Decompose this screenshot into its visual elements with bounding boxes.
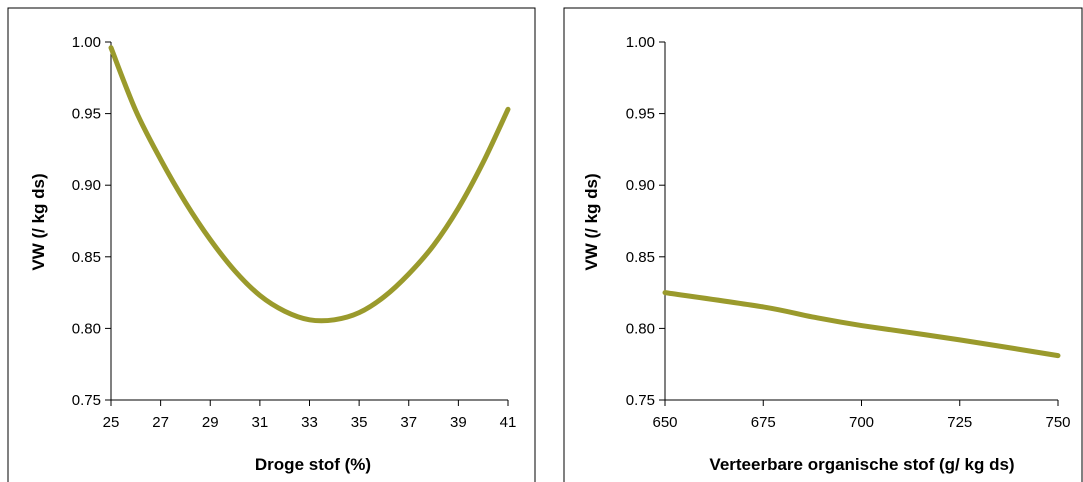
chart-1-x-tick-label: 31 bbox=[252, 414, 269, 431]
chart-1-y-tick-label: 0.95 bbox=[72, 106, 101, 123]
chart-1-plot-area: 0.75 0.80 0.85 0.90 0.95 1.00 25 27 29 31 33 35 37 39… bbox=[72, 34, 517, 431]
chart-1-y-tick-label: 0.90 bbox=[72, 177, 101, 194]
chart-1-y-axis-title: VW (/ kg ds) bbox=[29, 173, 48, 270]
chart-1-x-tick-label: 29 bbox=[202, 414, 219, 431]
chart-2-x-axis-title: Verteerbare organische stof (g/ kg ds) bbox=[709, 455, 1014, 474]
chart-1-x-tick-label: 41 bbox=[500, 414, 517, 431]
chart-1-y-tick-label: 1.00 bbox=[72, 34, 101, 51]
chart-2-frame bbox=[563, 7, 1083, 482]
chart-2-y-tick-label: 0.95 bbox=[626, 106, 655, 123]
chart-1-x-tick-label: 27 bbox=[152, 414, 169, 431]
chart-2-y-axis-title: VW (/ kg ds) bbox=[582, 173, 601, 270]
chart-1-x-tick-label: 25 bbox=[103, 414, 120, 431]
chart-1: 0.75 0.80 0.85 0.90 0.95 1.00 25 27 29 31 33 35 37 39… bbox=[7, 7, 536, 482]
chart-1-x-tick-label: 37 bbox=[400, 414, 417, 431]
chart-1-x-tick-label: 39 bbox=[450, 414, 467, 431]
chart-1-y-tick-label: 0.85 bbox=[72, 249, 101, 266]
chart-1-y-tick-label: 0.75 bbox=[72, 392, 101, 409]
chart-2-y-tick-label: 0.85 bbox=[626, 249, 655, 266]
chart-1-x-tick-label: 35 bbox=[351, 414, 368, 431]
chart-1-frame bbox=[7, 7, 536, 482]
chart-2-x-tick-label: 675 bbox=[751, 414, 776, 431]
chart-2-y-tick-label: 1.00 bbox=[626, 34, 655, 51]
chart-2-x-tick-label: 725 bbox=[947, 414, 972, 431]
chart-2-y-tick-label: 0.75 bbox=[626, 392, 655, 409]
chart-2-y-tick-label: 0.90 bbox=[626, 177, 655, 194]
chart-2-y-tick-label: 0.80 bbox=[626, 320, 655, 337]
chart-2-x-tick-label: 750 bbox=[1045, 414, 1070, 431]
chart-2-x-tick-label: 700 bbox=[849, 414, 874, 431]
chart-2-series-line bbox=[662, 290, 1061, 359]
chart-2-x-tick-label: 650 bbox=[652, 414, 677, 431]
chart-1-x-axis-title: Droge stof (%) bbox=[255, 455, 371, 474]
chart-1-y-tick-label: 0.80 bbox=[72, 320, 101, 337]
chart-2-plot-area: 0.75 0.80 0.85 0.90 0.95 1.00 650 675 700 725 750 bbox=[626, 34, 1071, 431]
chart-1-x-tick-label: 33 bbox=[301, 414, 318, 431]
chart-1-series-line bbox=[108, 45, 511, 324]
